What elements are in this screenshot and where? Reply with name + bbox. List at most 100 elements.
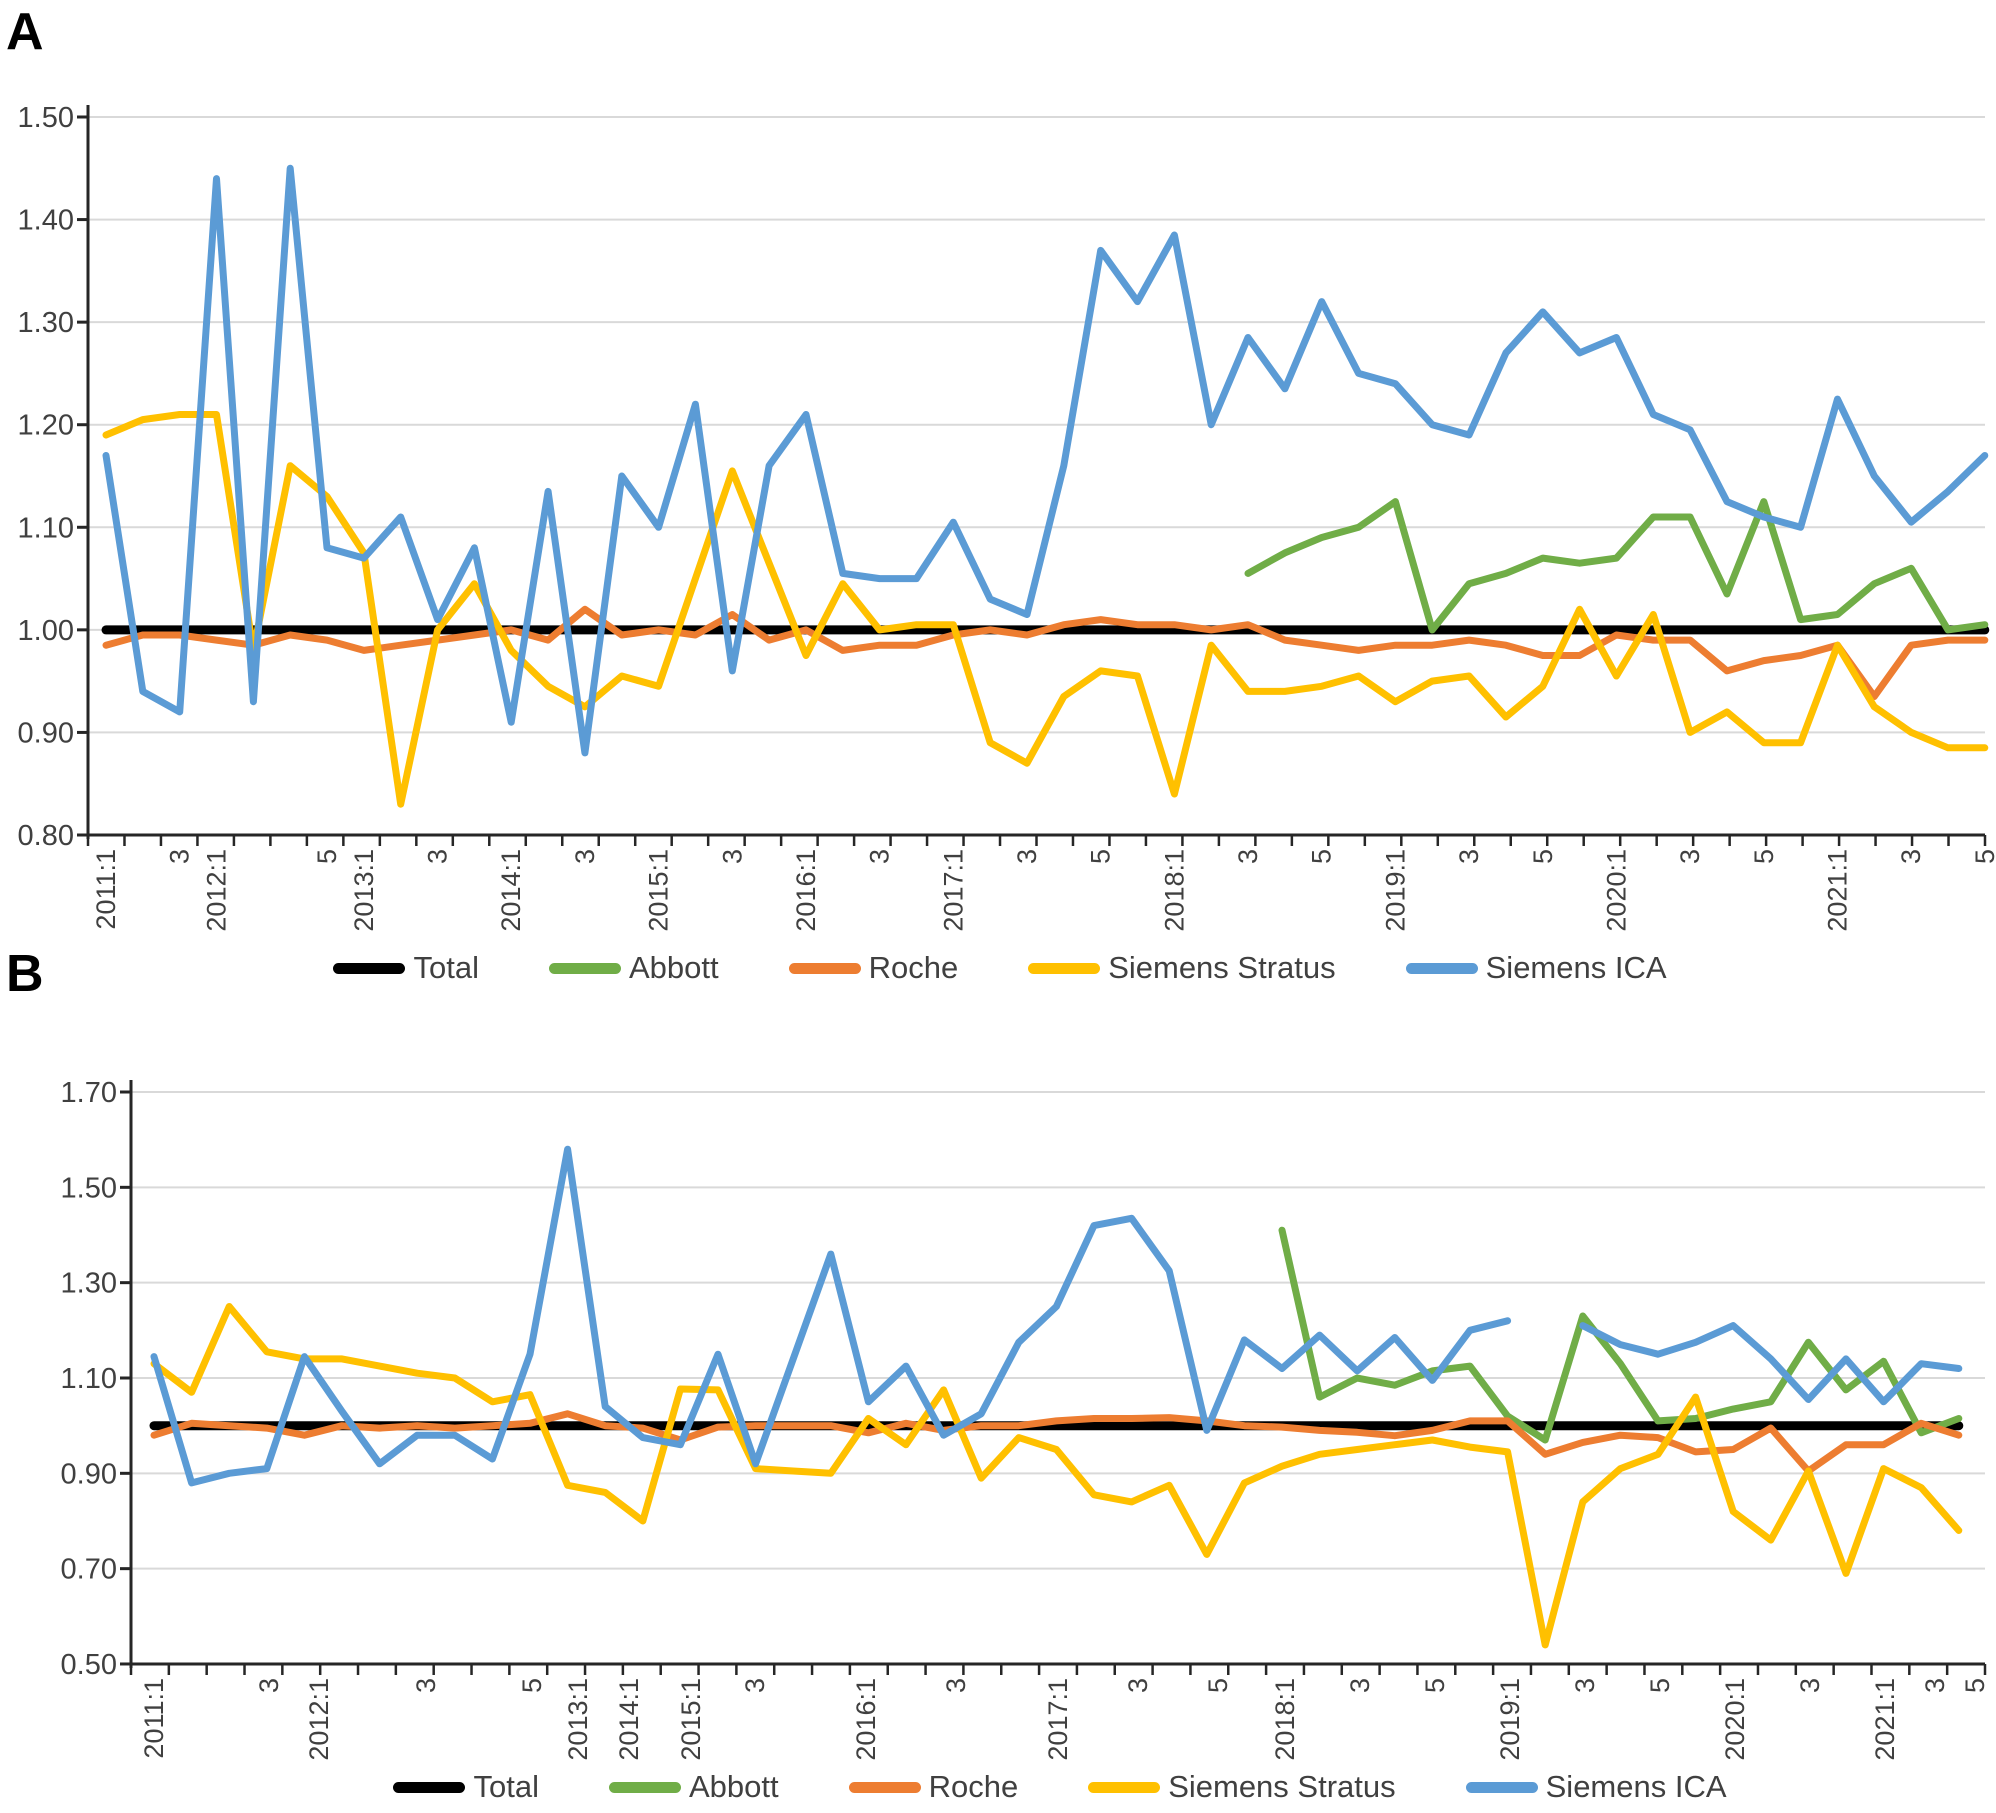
x-tick-label-b: 3 [1570, 1678, 1600, 1693]
legend-item-total: Total [333, 950, 479, 986]
x-tick-label-b: 2012:1 [304, 1678, 334, 1761]
x-tick-label-a: 2020:1 [1601, 849, 1631, 932]
x-tick-label-b: 2016:1 [851, 1678, 881, 1761]
x-tick-label-b: 5 [1203, 1678, 1233, 1693]
panel-a-letter: A [6, 3, 44, 61]
legend-label-roche: Roche [928, 1769, 1019, 1804]
y-tick-label-a: 1.50 [18, 102, 74, 134]
x-tick-label-b: 5 [1645, 1678, 1675, 1693]
x-tick-label-b: 3 [941, 1678, 971, 1693]
siemens-stratus-line-swatch [1028, 962, 1101, 974]
x-tick-label-a: 2015:1 [644, 849, 674, 932]
total-line-swatch [393, 1781, 466, 1793]
legend-label-abbott: Abbott [688, 1769, 779, 1804]
x-tick-label-b: 3 [740, 1678, 770, 1693]
legend-item-siemens-stratus: Siemens Stratus [1028, 950, 1336, 986]
legend-label-roche: Roche [868, 950, 959, 985]
legend-item-roche: Roche [848, 1769, 1019, 1805]
series-line-abbott-b [1278, 1226, 1963, 1444]
legend-item-siemens-stratus: Siemens Stratus [1088, 1769, 1396, 1805]
x-tick-label-b: 3 [1795, 1678, 1825, 1693]
y-tick-label-a: 1.40 [18, 205, 74, 237]
y-tick-label-b: 1.50 [61, 1172, 117, 1204]
y-tick-label-a: 1.10 [18, 512, 74, 544]
series-line-abbott-a [1244, 498, 1989, 634]
x-tick-label-a: 3 [1675, 849, 1705, 864]
y-tick-label-a: 1.00 [18, 615, 74, 647]
x-tick-label-b: 2020:1 [1720, 1678, 1750, 1761]
x-tick-label-a: 3 [1012, 849, 1042, 864]
panel-b-letter: B [6, 945, 44, 1003]
legend-item-siemens-ica: Siemens ICA [1465, 1769, 1727, 1805]
x-tick-label-a: 5 [312, 849, 342, 864]
x-tick-label-b: 5 [1960, 1678, 1990, 1693]
siemens-stratus-line-swatch [1088, 1781, 1161, 1793]
x-tick-label-b: 2018:1 [1270, 1678, 1300, 1761]
x-tick-label-a: 5 [1970, 849, 1996, 864]
abbott-line-swatch [548, 962, 621, 974]
x-tick-label-a: 5 [1086, 849, 1116, 864]
x-tick-label-a: 2019:1 [1380, 849, 1410, 932]
x-tick-label-b: 3 [1345, 1678, 1375, 1693]
x-tick-label-a: 2013:1 [349, 849, 379, 932]
series-line-siemens-ica-b [150, 1145, 1512, 1487]
x-tick-label-a: 2014:1 [496, 849, 526, 932]
x-tick-label-b: 3 [1123, 1678, 1153, 1693]
x-tick-label-a: 3 [570, 849, 600, 864]
legend-label-total: Total [413, 950, 479, 985]
y-tick-label-b: 1.70 [61, 1077, 117, 1109]
legend-item-siemens-ica: Siemens ICA [1405, 950, 1667, 986]
x-tick-label-a: 2018:1 [1159, 849, 1189, 932]
roche-line-swatch [848, 1781, 921, 1793]
x-tick-label-a: 3 [423, 849, 453, 864]
x-tick-label-b: 2017:1 [1043, 1678, 1073, 1761]
x-tick-label-b: 5 [517, 1678, 547, 1693]
x-tick-label-b: 2011:1 [139, 1678, 169, 1759]
x-tick-label-a: 3 [1454, 849, 1484, 864]
x-tick-label-b: 2021:1 [1870, 1678, 1900, 1761]
x-tick-label-a: 2017:1 [938, 849, 968, 932]
y-tick-label-b: 0.90 [61, 1458, 117, 1490]
x-tick-label-a: 2021:1 [1822, 849, 1852, 932]
legend-label-siemens-ica: Siemens ICA [1545, 1769, 1727, 1804]
x-tick-label-a: 5 [1528, 849, 1558, 864]
series-line-roche-a [102, 605, 1989, 700]
total-line-swatch [333, 962, 406, 974]
legend-chart-a: Total Abbott Roche Siemens Stratus Sieme… [333, 946, 1667, 990]
legend-label-abbott: Abbott [628, 950, 719, 985]
series-line-siemens-ica-a [102, 164, 1989, 757]
legend-label-total: Total [473, 1769, 539, 1804]
siemens-ica-line-swatch [1405, 962, 1478, 974]
siemens-ica-line-swatch [1465, 1781, 1538, 1793]
x-tick-label-a: 3 [717, 849, 747, 864]
legend-item-abbott: Abbott [548, 950, 719, 986]
x-tick-label-b: 2015:1 [676, 1678, 706, 1761]
series-line-siemens-stratus-b [150, 1303, 1963, 1649]
abbott-line-swatch [608, 1781, 681, 1793]
x-tick-label-b: 5 [1420, 1678, 1450, 1693]
x-tick-label-b: 2014:1 [614, 1678, 644, 1761]
y-tick-label-a: 1.20 [18, 410, 74, 442]
y-tick-label-a: 0.90 [18, 717, 74, 749]
y-tick-label-a: 0.80 [18, 820, 74, 852]
y-tick-label-b: 0.50 [61, 1649, 117, 1681]
x-tick-label-a: 2011:1 [91, 849, 121, 930]
legend-item-roche: Roche [788, 950, 959, 986]
x-tick-label-a: 2012:1 [202, 849, 232, 932]
x-tick-label-b: 2019:1 [1495, 1678, 1525, 1761]
x-tick-label-b: 3 [254, 1678, 284, 1693]
legend-item-total: Total [393, 1769, 539, 1805]
x-tick-label-b: 3 [411, 1678, 441, 1693]
x-tick-label-a: 3 [1233, 849, 1263, 864]
x-tick-label-a: 5 [1749, 849, 1779, 864]
series-line-siemens-stratus-a [102, 411, 1989, 808]
x-tick-label-a: 5 [1307, 849, 1337, 864]
x-tick-label-b: 3 [1920, 1678, 1950, 1693]
roche-line-swatch [788, 962, 861, 974]
x-tick-label-a: 2016:1 [791, 849, 821, 932]
y-tick-label-b: 1.10 [61, 1363, 117, 1395]
legend-label-siemens-stratus: Siemens Stratus [1108, 950, 1336, 985]
legend-label-siemens-stratus: Siemens Stratus [1168, 1769, 1396, 1804]
